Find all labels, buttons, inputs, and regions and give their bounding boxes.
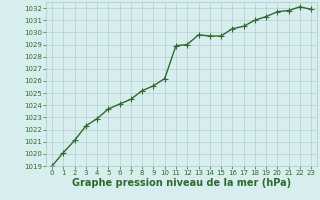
X-axis label: Graphe pression niveau de la mer (hPa): Graphe pression niveau de la mer (hPa) — [72, 178, 291, 188]
